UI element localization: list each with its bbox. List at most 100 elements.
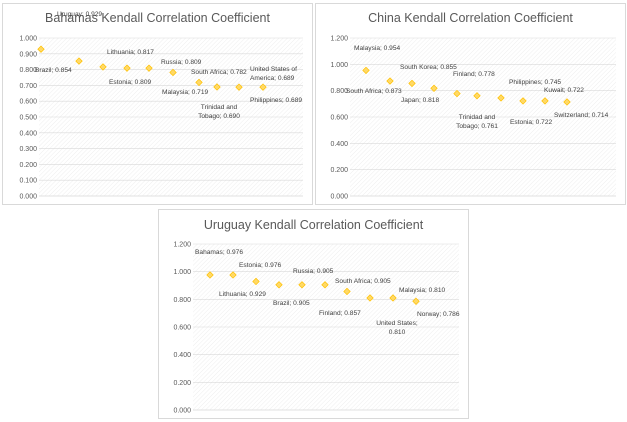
- data-label-line: Malaysia; 0.954: [354, 45, 401, 52]
- data-point: [389, 294, 397, 302]
- data-label-line: Brazil; 0.854: [35, 67, 72, 74]
- data-label-line: South Africa; 0.873: [346, 88, 402, 95]
- data-point: [145, 64, 153, 72]
- data-point: [362, 66, 370, 75]
- data-label: United States of America; 0.689: [250, 66, 297, 82]
- data-label-line: South Africa; 0.782: [191, 69, 247, 76]
- data-label: Estonia; 0.722: [510, 119, 552, 126]
- data-label-line: Russia; 0.809: [161, 59, 202, 66]
- y-tick-label: 0.400: [330, 141, 348, 148]
- y-tick-label: 0.800: [330, 88, 348, 95]
- data-label-line: Finland; 0.857: [319, 310, 361, 317]
- data-label: Japan; 0.818: [401, 97, 439, 104]
- y-tick-label: 0.400: [173, 352, 191, 359]
- data-label: Norway; 0.786: [417, 311, 460, 318]
- data-label: Estonia; 0.976: [239, 262, 281, 269]
- data-point: [298, 281, 306, 289]
- data-label-line: America; 0.689: [250, 75, 295, 82]
- data-label-line: 0.810: [389, 329, 406, 336]
- data-point: [386, 77, 394, 85]
- data-point: [169, 68, 177, 77]
- data-label-line: Trinidad and: [459, 114, 496, 121]
- data-label: South Africa; 0.873: [346, 88, 402, 95]
- y-tick-label: 0.600: [173, 325, 191, 332]
- data-label: Finland; 0.857: [319, 310, 361, 317]
- data-label: Trinidad and Tobago; 0.690: [198, 104, 240, 120]
- data-label-line: Finland; 0.778: [453, 71, 495, 78]
- data-point: [235, 83, 243, 91]
- y-tick-label: 1.200: [173, 242, 191, 249]
- data-point: [275, 281, 283, 289]
- data-point: [497, 94, 505, 102]
- data-point: [195, 78, 203, 87]
- y-tick-label: 0.200: [173, 380, 191, 387]
- data-label: Lithuania; 0.929: [219, 291, 266, 298]
- data-point: [37, 45, 45, 53]
- data-point: [213, 83, 221, 91]
- data-label-line: Philippines; 0.745: [509, 79, 561, 86]
- data-label: Switzerland; 0.714: [554, 112, 609, 119]
- data-label-line: Lithuania; 0.929: [219, 291, 266, 298]
- data-label: Trinidad and Tobago; 0.761: [456, 114, 498, 130]
- data-label-line: South Africa; 0.905: [335, 278, 391, 285]
- y-tick-label: 0.400: [19, 130, 37, 137]
- y-tick-label: 0.600: [19, 99, 37, 106]
- data-label: Philippines; 0.745: [509, 79, 561, 86]
- data-point: [430, 84, 438, 92]
- data-point: [252, 277, 260, 286]
- data-label: South Africa; 0.782: [191, 69, 247, 76]
- data-point: [453, 89, 461, 98]
- data-label: Malaysia; 0.954: [354, 45, 401, 52]
- data-label: Russia; 0.905: [293, 268, 334, 275]
- data-label: South Korea; 0.855: [400, 64, 457, 71]
- data-label-line: Malaysia; 0.719: [162, 89, 209, 96]
- data-label: Bahamas; 0.976: [195, 249, 243, 256]
- data-label: Estonia; 0.809: [109, 79, 151, 86]
- y-tick-label: 0.000: [19, 194, 37, 201]
- data-point: [519, 97, 527, 105]
- data-label-line: Lithuania; 0.817: [107, 49, 154, 56]
- data-point: [99, 63, 107, 71]
- data-label-line: Philippines; 0.689: [250, 97, 302, 104]
- data-label-line: Norway; 0.786: [417, 311, 460, 318]
- y-tick-label: 1.000: [19, 36, 37, 43]
- chart-bahamas: Bahamas Kendall Correlation Coefficient 0…: [19, 11, 303, 201]
- data-label: Malaysia; 0.810: [399, 287, 446, 294]
- data-label-line: Bahamas; 0.976: [195, 249, 243, 256]
- data-label: Kuwait; 0.722: [544, 87, 584, 94]
- data-label: Philippines; 0.689: [250, 97, 302, 104]
- data-point: [541, 97, 549, 105]
- data-label-line: Malaysia; 0.810: [399, 287, 446, 294]
- data-label-line: Uruguay; 0.929: [57, 11, 102, 18]
- y-tick-label: 0.300: [19, 146, 37, 153]
- data-point: [259, 83, 267, 91]
- data-label: Malaysia; 0.719: [162, 89, 209, 96]
- data-label: Uruguay; 0.929: [57, 11, 102, 18]
- y-tick-label: 0.200: [19, 162, 37, 169]
- data-label-line: Estonia; 0.976: [239, 262, 281, 269]
- chart-panel-uruguay: Uruguay Kendall Correlation Coefficient 0…: [158, 209, 469, 419]
- data-label-line: Tobago; 0.761: [456, 123, 498, 130]
- data-label-line: South Korea; 0.855: [400, 64, 457, 71]
- data-point: [366, 294, 374, 302]
- data-label: South Africa; 0.905: [335, 278, 391, 285]
- data-label-line: Trinidad and: [201, 104, 238, 111]
- data-label-line: United States;: [376, 320, 418, 327]
- data-label: Brazil; 0.905: [273, 300, 310, 307]
- data-label: Russia; 0.809: [161, 59, 202, 66]
- data-label-line: Kuwait; 0.722: [544, 87, 584, 94]
- y-tick-label: 0.700: [19, 83, 37, 90]
- chart-title: Bahamas Kendall Correlation Coefficient: [45, 11, 270, 25]
- data-label: Lithuania; 0.817: [107, 49, 154, 56]
- y-tick-label: 1.000: [173, 269, 191, 276]
- data-label: Brazil; 0.854: [35, 67, 72, 74]
- data-point: [123, 64, 131, 72]
- data-label-line: United States of: [250, 66, 297, 73]
- data-point: [343, 287, 351, 296]
- y-tick-label: 1.000: [330, 62, 348, 69]
- data-label-line: Tobago; 0.690: [198, 113, 240, 120]
- data-point: [473, 92, 481, 100]
- data-point: [229, 271, 237, 279]
- y-tick-label: 0.800: [173, 297, 191, 304]
- data-point: [408, 79, 416, 88]
